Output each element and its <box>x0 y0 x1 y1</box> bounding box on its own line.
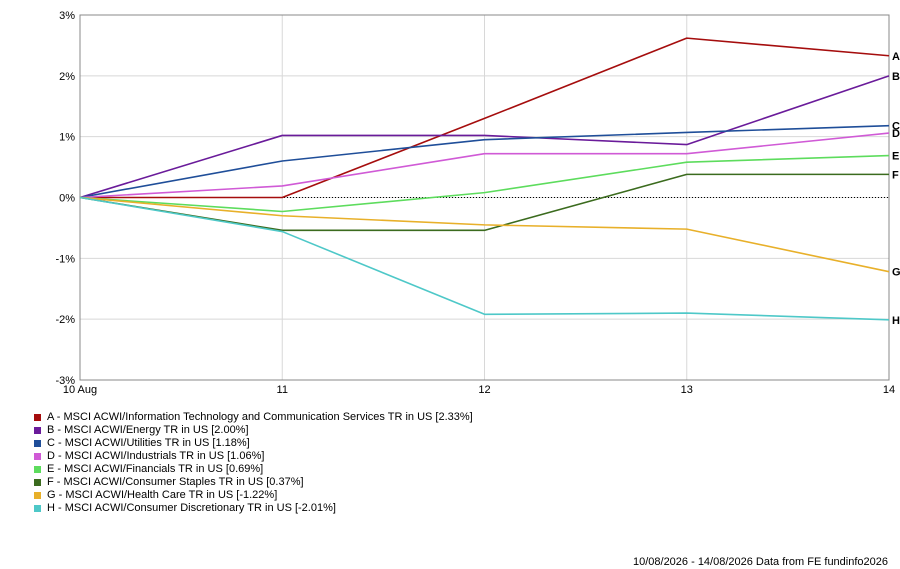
series-end-label-h: H <box>892 315 900 327</box>
x-tick-label: 11 <box>277 384 288 396</box>
legend-swatch <box>34 492 41 499</box>
x-tick-label: 13 <box>681 384 693 396</box>
legend-item: D - MSCI ACWI/Industrials TR in US [1.06… <box>34 450 473 463</box>
series-end-label-a: A <box>892 51 900 63</box>
y-tick-label: 3% <box>59 10 75 22</box>
series-line-c <box>79 124 890 199</box>
series-end-label-c: C <box>892 121 900 133</box>
x-tick-label: 12 <box>478 384 490 396</box>
series-end-label-f: F <box>892 169 899 181</box>
y-axis-ticks: 3% 2% 1% 0% -1% -2% -3% <box>55 10 75 387</box>
legend-swatch <box>34 427 41 434</box>
x-tick-label: 10 Aug <box>63 384 97 396</box>
x-tick-label: 14 <box>883 384 895 396</box>
legend-label: D - MSCI ACWI/Industrials TR in US [1.06… <box>47 450 265 462</box>
series-end-label-d: D <box>892 128 900 140</box>
legend-item: H - MSCI ACWI/Consumer Discretionary TR … <box>34 502 473 515</box>
series-line-h <box>79 196 890 321</box>
legend-label: C - MSCI ACWI/Utilities TR in US [1.18%] <box>47 437 250 449</box>
legend-swatch <box>34 505 41 512</box>
series-line-e <box>79 154 890 213</box>
legend-swatch <box>34 440 41 447</box>
y-tick-label: 1% <box>59 132 75 144</box>
footer-date-range: 10/08/2026 - 14/08/2026 Data from FE fun… <box>632 556 888 568</box>
legend-item: G - MSCI ACWI/Health Care TR in US [-1.2… <box>34 489 473 502</box>
legend-swatch <box>34 466 41 473</box>
series-end-label-b: B <box>892 71 900 83</box>
series-end-label-g: G <box>892 267 900 279</box>
series-end-label-e: E <box>892 151 899 163</box>
legend-label: H - MSCI ACWI/Consumer Discretionary TR … <box>47 502 336 514</box>
legend-swatch <box>34 479 41 486</box>
legend-item: C - MSCI ACWI/Utilities TR in US [1.18%] <box>34 437 473 450</box>
series-line-g <box>79 196 890 273</box>
legend-label: F - MSCI ACWI/Consumer Staples TR in US … <box>47 476 304 488</box>
legend-swatch <box>34 414 41 421</box>
legend-swatch <box>34 453 41 460</box>
legend-label: B - MSCI ACWI/Energy TR in US [2.00%] <box>47 424 249 436</box>
series-line-d <box>79 132 890 199</box>
series-line-a <box>80 37 890 199</box>
legend-item: B - MSCI ACWI/Energy TR in US [2.00%] <box>34 424 473 437</box>
legend-label: G - MSCI ACWI/Health Care TR in US [-1.2… <box>47 489 278 501</box>
y-tick-label: 2% <box>59 71 75 83</box>
legend-item: A - MSCI ACWI/Information Technology and… <box>34 411 473 424</box>
series-lines <box>79 37 890 321</box>
y-tick-label: 0% <box>59 193 75 205</box>
y-tick-label: -1% <box>55 253 75 265</box>
legend-item: F - MSCI ACWI/Consumer Staples TR in US … <box>34 476 473 489</box>
legend: A - MSCI ACWI/Information Technology and… <box>34 411 473 515</box>
legend-item: E - MSCI ACWI/Financials TR in US [0.69%… <box>34 463 473 476</box>
legend-label: E - MSCI ACWI/Financials TR in US [0.69%… <box>47 463 264 475</box>
y-tick-label: -3% <box>55 375 75 387</box>
x-axis-ticks: 10 Aug 11 12 13 14 <box>63 384 895 396</box>
series-line-b <box>79 75 890 199</box>
y-tick-label: -2% <box>55 314 75 326</box>
legend-label: A - MSCI ACWI/Information Technology and… <box>47 411 473 423</box>
